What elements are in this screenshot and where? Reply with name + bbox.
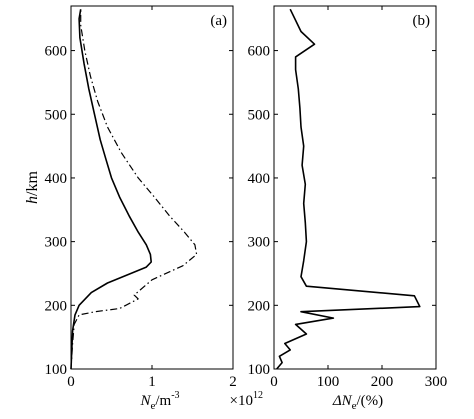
- y-tick-label-b: 100: [248, 362, 271, 378]
- x-tick-label-a: 0: [67, 374, 75, 390]
- x-tick-label-a: 1: [148, 374, 156, 390]
- y-tick-label-a: 600: [45, 44, 68, 60]
- y-tick-label-b: 300: [248, 235, 271, 251]
- y-tick-label-a: 400: [45, 171, 68, 187]
- y-tick-label-a: 300: [45, 235, 68, 251]
- panel-label-b: (b): [413, 13, 431, 29]
- y-tick-label-b: 600: [248, 44, 271, 60]
- y-tick-label-a: 200: [45, 298, 68, 314]
- y-tick-label-a: 500: [45, 107, 68, 123]
- series-line-a-solid: [70, 9, 152, 370]
- x-tick-label-b: 0: [270, 374, 278, 390]
- axes-frame-b: [273, 5, 437, 370]
- x-tick-label-a: 2: [229, 374, 237, 390]
- y-tick-label-b: 500: [248, 107, 271, 123]
- y-tick-label-a: 100: [45, 362, 68, 378]
- y-axis-label: h/km: [24, 171, 41, 204]
- x-scale-factor: ×1012: [230, 390, 263, 409]
- panel-a: 100 200 300 400 500 600 0 1 2 (a) Ne/m-3 ×1012 h/km: [24, 5, 263, 412]
- x-tick-label-b: 100: [317, 374, 340, 390]
- x-axis-label-b: ΔNe/(%): [332, 393, 383, 412]
- x-tick-label-b: 200: [371, 374, 394, 390]
- axes-frame-a: [70, 5, 234, 370]
- y-tick-label-b: 200: [248, 298, 271, 314]
- series-line-b-solid: [276, 8, 421, 370]
- x-axis-label-a: Ne/m-3: [139, 390, 179, 412]
- series-line-a-dashdot: [70, 9, 198, 370]
- y-tick-label-b: 400: [248, 171, 271, 187]
- x-tick-label-b: 300: [425, 374, 448, 390]
- panel-label-a: (a): [210, 13, 227, 29]
